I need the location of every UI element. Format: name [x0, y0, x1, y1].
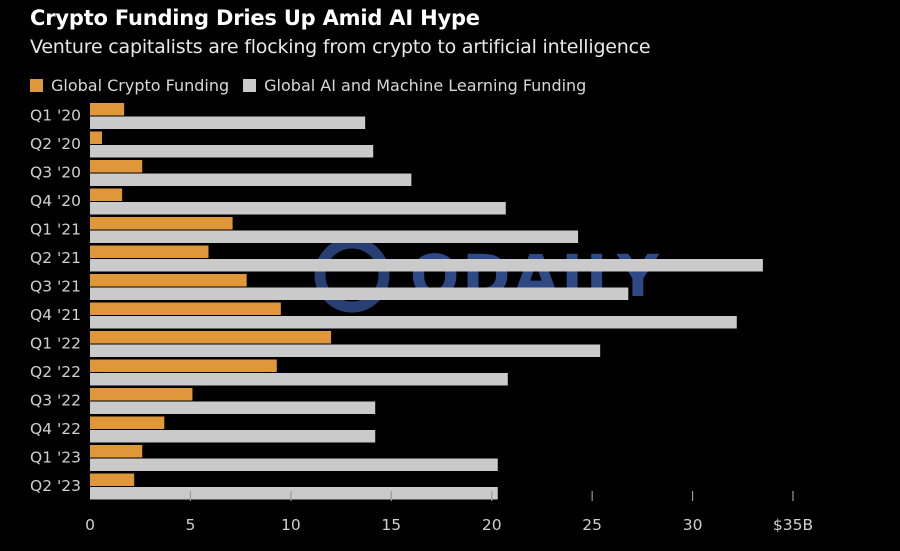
category-label: Q1 '20 [30, 107, 81, 125]
bar-crypto [90, 359, 277, 372]
category-label: Q1 '21 [30, 221, 81, 239]
bar-crypto [90, 217, 233, 230]
category-label: Q4 '21 [30, 306, 81, 324]
bar-crypto [90, 445, 143, 458]
category-label: Q3 '21 [30, 278, 81, 296]
legend-label-ai: Global AI and Machine Learning Funding [264, 76, 587, 95]
bar-crypto [90, 131, 103, 144]
bar-ai [90, 145, 374, 158]
legend-swatch-crypto [30, 79, 43, 92]
chart-subtitle: Venture capitalists are flocking from cr… [30, 36, 651, 58]
bar-crypto [90, 473, 135, 486]
x-tick-label: $35B [773, 516, 813, 534]
category-label: Q3 '22 [30, 392, 81, 410]
category-label: Q4 '20 [30, 192, 81, 210]
x-tick-label: 30 [683, 516, 703, 534]
bar-crypto [90, 388, 193, 401]
x-tick-label: 5 [185, 516, 195, 534]
bar-ai [90, 116, 366, 129]
legend-label-crypto: Global Crypto Funding [51, 76, 230, 95]
legend-item-ai: Global AI and Machine Learning Funding [243, 76, 586, 95]
category-label: Q2 '23 [30, 477, 81, 495]
bar-ai [90, 430, 376, 443]
chart-legend: Global Crypto Funding Global AI and Mach… [30, 76, 600, 95]
bar-ai [90, 173, 412, 186]
category-label: Q1 '22 [30, 335, 81, 353]
category-label: Q2 '21 [30, 249, 81, 267]
bar-crypto [90, 160, 143, 173]
bar-crypto [90, 245, 209, 258]
bar-crypto [90, 103, 125, 116]
x-tick-label: 25 [582, 516, 602, 534]
bar-crypto [90, 302, 281, 315]
x-tick-label: 20 [482, 516, 502, 534]
x-tick-label: 15 [381, 516, 401, 534]
bar-ai [90, 230, 579, 243]
category-label: Q2 '20 [30, 135, 81, 153]
category-label: Q1 '23 [30, 449, 81, 467]
bar-crypto [90, 274, 247, 287]
legend-item-crypto: Global Crypto Funding [30, 76, 229, 95]
category-label: Q3 '20 [30, 164, 81, 182]
bar-ai [90, 344, 601, 357]
bar-ai [90, 373, 508, 386]
category-label: Q2 '22 [30, 363, 81, 381]
legend-swatch-ai [243, 79, 257, 92]
category-label: Q4 '22 [30, 420, 81, 438]
x-tick-label: 0 [85, 516, 95, 534]
bar-crypto [90, 416, 165, 429]
chart-title: Crypto Funding Dries Up Amid AI Hype [30, 6, 480, 30]
bar-crypto [90, 188, 123, 201]
bar-ai [90, 458, 498, 471]
bar-crypto [90, 331, 332, 344]
bar-ai [90, 287, 629, 300]
bar-ai [90, 259, 763, 272]
bar-ai [90, 487, 498, 500]
bar-ai [90, 316, 737, 329]
x-tick-label: 10 [281, 516, 301, 534]
bar-ai [90, 401, 376, 414]
bar-ai [90, 202, 506, 215]
